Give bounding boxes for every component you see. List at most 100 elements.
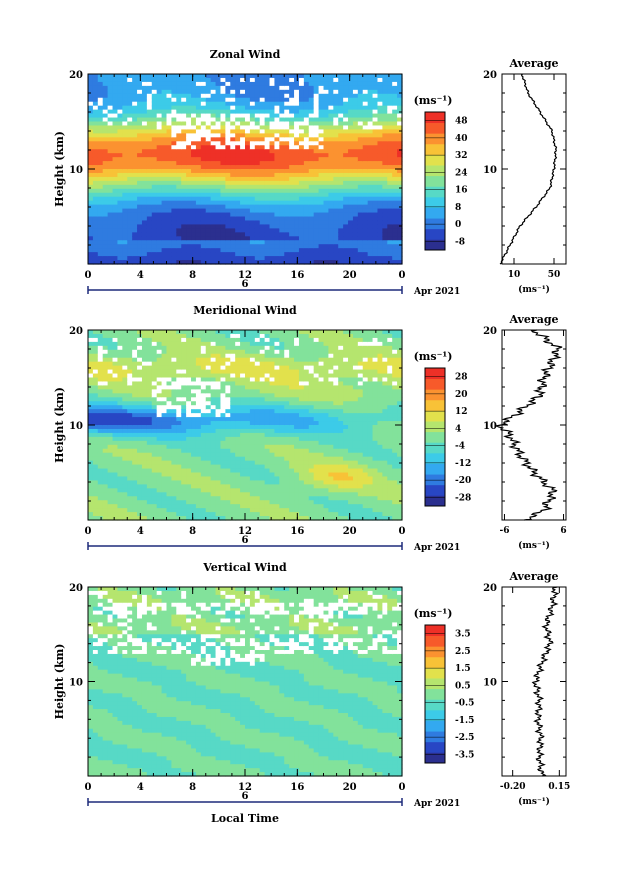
heatmap-cell [259,417,266,422]
heatmap-cell [112,405,119,410]
heatmap-cell [146,330,153,335]
heatmap-cell [254,401,261,406]
heatmap-cell [191,89,197,95]
heatmap-cell [235,444,241,450]
heatmap-cell [186,432,192,438]
heatmap-cell [200,468,207,474]
heatmap-cell [186,188,192,194]
heatmap-cell [181,468,187,474]
heatmap-cell [200,500,207,505]
heatmap-cell [166,428,173,434]
heatmap-cell [132,432,138,438]
heatmap-cell [313,204,320,210]
heatmap-cell [181,373,187,379]
heatmap-cell [200,504,207,509]
heatmap-cell [235,180,241,186]
heatmap-cell [210,149,217,154]
heatmap-cell [289,216,295,222]
heatmap-cell [151,145,158,150]
heatmap-cell [176,200,182,206]
heatmap-cell [166,74,173,79]
heatmap-cell [298,101,305,107]
heatmap-cell [254,105,261,111]
heatmap-cell [220,345,226,351]
heatmap-cell [166,192,173,198]
heatmap-cell [137,480,143,485]
heatmap-cell [151,125,158,131]
heatmap-cell [127,161,133,166]
heatmap-cell [176,196,182,202]
heatmap-cell [387,161,393,166]
heatmap-cell [122,212,128,218]
heatmap-cell [372,260,379,265]
heatmap-cell [323,109,330,115]
heatmap-cell [107,460,114,466]
heatmap-cell [176,333,182,339]
heatmap-cell [220,228,226,233]
heatmap-cell [230,357,236,363]
heatmap-cell [156,401,163,406]
heatmap-cell [240,208,246,214]
heatmap-cell [230,256,236,261]
heatmap-cell [279,77,285,83]
heatmap-cell [303,89,310,95]
heatmap-cell [352,176,359,182]
heatmap-cell [269,256,276,261]
heatmap-cell [92,224,99,229]
heatmap-cell [372,200,379,206]
heatmap-cell [210,341,217,347]
heatmap-cell [279,204,285,210]
heatmap-cell [205,141,212,146]
heatmap-cell [117,244,123,249]
heatmap-cell [220,500,226,505]
heatmap-cell [215,256,222,261]
heatmap-cell [102,180,109,186]
heatmap-cell [357,74,364,79]
heatmap-cell [117,405,123,410]
heatmap-cell [274,141,280,146]
heatmap-cell [367,232,374,237]
heatmap-cell [137,105,143,111]
heatmap-cell [240,216,246,222]
heatmap-cell [127,361,133,367]
heatmap-cell [318,153,325,158]
heatmap-cell [298,153,305,158]
heatmap-cell [97,385,104,390]
heatmap-cell [205,169,212,174]
heatmap-cell [343,121,349,127]
heatmap-cell [274,184,280,190]
heatmap-cell [117,428,123,434]
heatmap-cell [151,330,158,335]
heatmap-cell [210,176,217,182]
heatmap-cell [352,85,359,91]
heatmap-cell [151,349,158,355]
heatmap-cell [156,157,163,162]
heatmap-cell [181,337,187,343]
heatmap-cell [382,260,388,265]
heatmap-cell [254,353,261,359]
heatmap-cell [107,409,114,414]
heatmap-cell [161,421,168,426]
heatmap-cell [367,200,374,206]
heatmap-cell [92,105,99,111]
heatmap-cell [186,216,192,222]
heatmap-cell [230,349,236,355]
heatmap-cell [397,81,403,87]
heatmap-cell [220,409,226,414]
heatmap-cell [343,244,349,249]
heatmap-cell [166,224,173,229]
heatmap-cell [132,492,138,497]
heatmap-cell [186,228,192,233]
heatmap-cell [127,93,133,99]
heatmap-cell [151,405,158,410]
heatmap-cell [338,125,344,131]
plot-title: Zonal Wind [210,48,281,61]
heatmap-cell [195,165,202,170]
heatmap-cell [166,365,173,371]
heatmap-cell [215,85,222,91]
heatmap-cell [225,432,231,438]
heatmap-cell [235,341,241,347]
heatmap-cell [181,121,187,127]
heatmap-cell [274,212,280,218]
heatmap-cell [122,236,128,241]
